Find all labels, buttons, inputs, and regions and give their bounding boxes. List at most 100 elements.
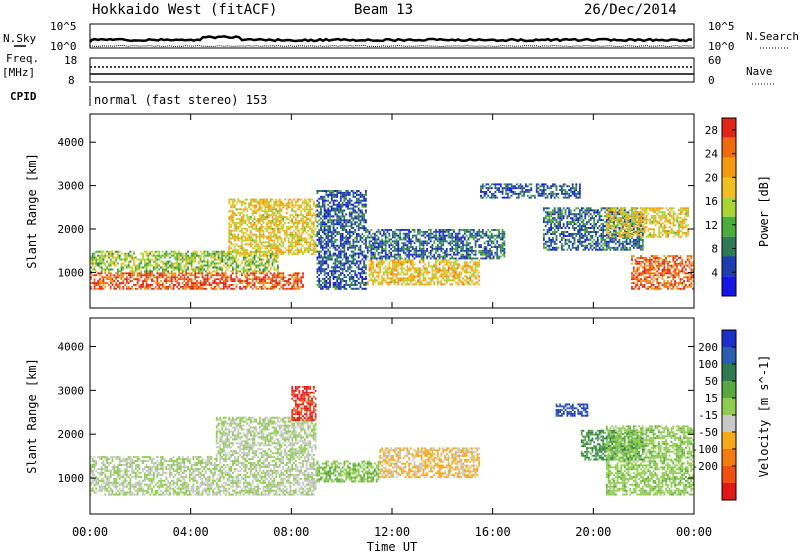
power-cell <box>454 267 457 270</box>
power-cell <box>172 276 175 279</box>
power-cell <box>244 264 247 267</box>
power-cell <box>543 229 545 231</box>
power-cell <box>356 199 358 202</box>
power-cell <box>285 227 288 230</box>
power-cell <box>323 278 326 280</box>
power-cell <box>246 208 249 211</box>
power-cell <box>235 270 238 273</box>
power-cell <box>208 278 211 281</box>
power-cell <box>325 240 328 243</box>
power-cell <box>566 248 569 251</box>
power-cell <box>544 196 547 199</box>
power-cell <box>296 220 299 222</box>
power-cell <box>237 200 240 203</box>
power-cell <box>338 276 340 279</box>
power-cell <box>316 272 319 275</box>
power-cell <box>463 279 466 282</box>
power-cell <box>321 240 324 243</box>
power-cell <box>345 229 348 232</box>
power-cell <box>415 253 418 256</box>
power-cell <box>311 229 313 232</box>
power-cell <box>341 285 344 288</box>
power-cell <box>176 276 179 279</box>
power-cell <box>571 191 574 193</box>
power-cell <box>120 262 123 265</box>
power-cell <box>354 270 357 273</box>
power-cell <box>91 258 94 261</box>
power-cell <box>251 198 254 201</box>
power-cell <box>138 278 141 281</box>
power-cell <box>296 198 299 201</box>
power-cell <box>250 202 252 205</box>
power-cell <box>386 257 389 260</box>
power-cell <box>370 246 373 248</box>
power-cell <box>472 238 475 241</box>
power-cell <box>348 266 351 269</box>
power-cell <box>435 232 437 235</box>
power-cell <box>465 246 468 248</box>
power-cell <box>552 183 554 186</box>
power-cell <box>316 256 319 259</box>
power-cell <box>462 236 464 239</box>
power-cell <box>465 271 468 274</box>
power-cell <box>277 227 279 230</box>
power-cell <box>393 283 396 286</box>
power-cell <box>230 270 232 273</box>
power-cell <box>390 273 392 276</box>
power-cell <box>420 253 423 256</box>
power-cell <box>348 268 351 271</box>
power-cell <box>235 235 238 238</box>
power-cell <box>453 261 455 264</box>
power-cell <box>420 230 423 233</box>
power-cell <box>318 250 321 253</box>
power-cell <box>255 243 258 246</box>
power-cell <box>230 280 232 282</box>
power-cell <box>237 239 240 242</box>
power-cell <box>469 234 472 237</box>
power-cell <box>571 221 574 224</box>
power-cell <box>543 185 545 188</box>
power-cell <box>259 237 261 240</box>
power-cell <box>390 248 392 250</box>
power-cell <box>411 273 414 276</box>
power-cell <box>503 244 506 247</box>
power-cell <box>334 270 337 273</box>
power-cell <box>347 246 349 249</box>
power-cell <box>311 222 313 224</box>
power-cell <box>282 284 285 286</box>
power-cell <box>296 249 299 252</box>
power-cell <box>460 248 463 250</box>
power-cell <box>187 262 189 265</box>
power-cell <box>465 265 468 268</box>
power-cell <box>156 258 159 261</box>
power-cell <box>401 246 403 248</box>
power-cell <box>230 214 232 217</box>
power-cell <box>411 265 414 268</box>
power-cell <box>113 252 116 255</box>
power-cell <box>561 236 563 239</box>
power-cell <box>210 262 213 265</box>
power-cell <box>329 256 331 259</box>
power-cell <box>562 225 565 228</box>
power-cell <box>555 242 558 245</box>
power-cell <box>237 235 240 238</box>
power-cell <box>323 199 326 202</box>
power-cell <box>241 287 243 290</box>
power-cell <box>406 244 409 247</box>
power-cell <box>262 241 265 244</box>
power-cell <box>379 269 382 272</box>
power-cell <box>332 199 335 202</box>
power-cell <box>478 261 481 264</box>
power-cell <box>530 189 533 191</box>
power-cell <box>316 215 319 218</box>
power-cell <box>375 279 378 282</box>
power-cell <box>348 211 351 214</box>
power-cell <box>356 244 358 247</box>
power-cell <box>561 233 563 235</box>
power-cell <box>228 284 231 286</box>
power-cell <box>505 191 508 193</box>
power-cell <box>309 208 312 211</box>
power-cell <box>460 273 463 276</box>
power-cell <box>251 212 254 215</box>
power-cell <box>381 249 383 252</box>
